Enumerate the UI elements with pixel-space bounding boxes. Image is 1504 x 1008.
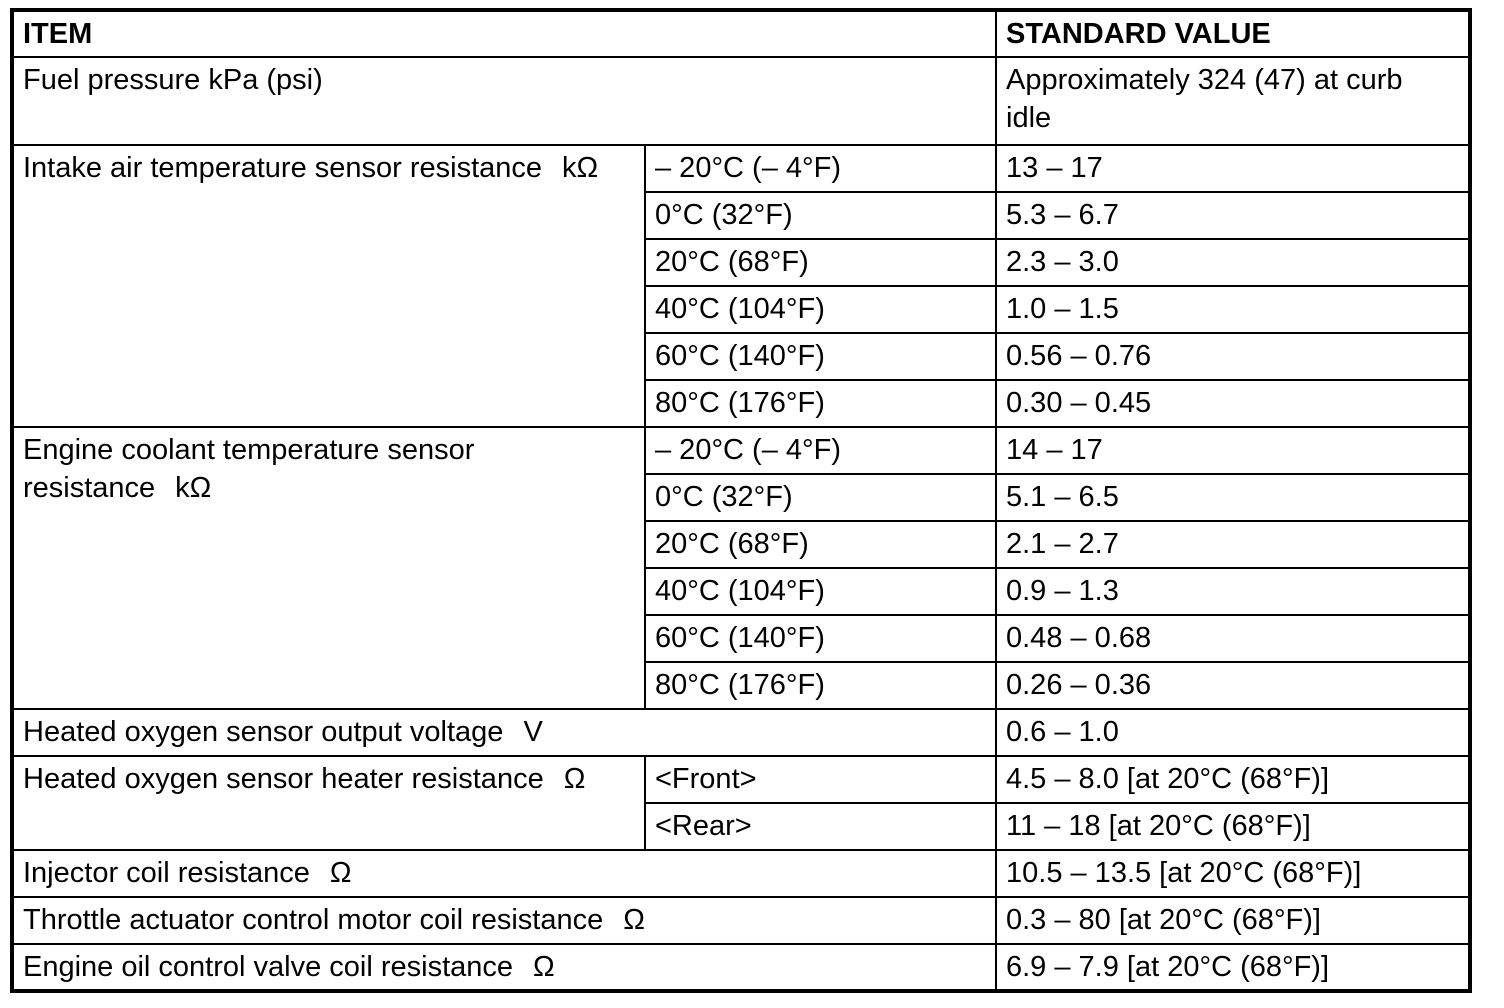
item-unit: Ω [563, 763, 586, 795]
item-cell: Throttle actuator control motor coil res… [11, 896, 997, 945]
table-row: 20°C (68°F) 2.3 – 3.0 [12, 238, 1471, 287]
value-cell: 1.0 – 1.5 [995, 285, 1471, 334]
table-row-throttle-actuator-motor-coil-resistance: Throttle actuator control motor coil res… [11, 896, 1471, 945]
table-row: 80°C (176°F) 0.26 – 0.36 [12, 661, 1471, 710]
table-row-injector-coil-resistance: Injector coil resistance Ω 10.5 – 13.5 [a… [11, 849, 1471, 898]
condition-cell: 60°C (140°F) [644, 332, 997, 381]
value-cell: 13 – 17 [995, 144, 1471, 193]
table-row: 0°C (32°F) 5.1 – 6.5 [12, 473, 1471, 522]
item-unit: kΩ [562, 152, 599, 184]
engine-service-specifications-table: ITEM STANDARD VALUE Fuel pressure kPa (p… [10, 8, 1472, 993]
item-label: Engine oil control valve coil resistance [23, 951, 514, 983]
item-unit: Ω [329, 857, 352, 889]
value-cell: 10.5 – 13.5 [at 20°C (68°F)] [995, 849, 1471, 898]
condition-cell: 20°C (68°F) [644, 520, 997, 569]
condition-cell: 0°C (32°F) [644, 473, 997, 522]
item-cell: Engine oil control valve coil resistance… [11, 943, 997, 992]
value-cell: 2.1 – 2.7 [995, 520, 1471, 569]
value-cell: 0.56 – 0.76 [995, 332, 1471, 381]
table-row: 20°C (68°F) 2.1 – 2.7 [12, 520, 1471, 569]
table-row-oxygen-sensor-output-voltage: Heated oxygen sensor output voltage V 0.6… [11, 708, 1471, 757]
table-row: <Rear> 11 – 18 [at 20°C (68°F)] [12, 802, 1471, 851]
value-cell: 2.3 – 3.0 [995, 238, 1471, 287]
condition-cell: – 20°C (– 4°F) [644, 426, 997, 475]
value-cell: 6.9 – 7.9 [at 20°C (68°F)] [995, 943, 1471, 992]
item-cell: Engine coolant temperature sensor resist… [11, 426, 646, 710]
condition-cell: <Rear> [644, 802, 997, 851]
value-cell: 0.9 – 1.3 [995, 567, 1471, 616]
value-cell: 14 – 17 [995, 426, 1471, 475]
table-row: 40°C (104°F) 0.9 – 1.3 [12, 567, 1471, 616]
standard-value-column-header: STANDARD VALUE [995, 9, 1471, 58]
condition-cell: 40°C (104°F) [644, 285, 997, 334]
item-unit: Ω [533, 951, 555, 983]
table-row: 60°C (140°F) 0.48 – 0.68 [12, 614, 1471, 663]
table-row: 40°C (104°F) 1.0 – 1.5 [12, 285, 1471, 334]
table-row-fuel-pressure: Fuel pressure kPa (psi) Approximately 32… [11, 56, 1471, 146]
condition-cell: <Front> [644, 755, 997, 804]
item-unit: V [523, 716, 543, 748]
item-label: Injector coil resistance [23, 857, 310, 889]
condition-cell: – 20°C (– 4°F) [644, 144, 997, 193]
condition-cell: 0°C (32°F) [644, 191, 997, 240]
value-cell: 11 – 18 [at 20°C (68°F)] [995, 802, 1471, 851]
item-cell: Heated oxygen sensor output voltage V [11, 708, 997, 757]
value-cell: Approximately 324 (47) at curb idle [995, 56, 1471, 146]
value-cell: 0.26 – 0.36 [995, 661, 1471, 710]
item-cell: Heated oxygen sensor heater resistance Ω [11, 755, 646, 851]
value-cell: 0.6 – 1.0 [995, 708, 1471, 757]
item-column-header: ITEM [11, 9, 997, 58]
value-cell: 0.3 – 80 [at 20°C (68°F)] [995, 896, 1471, 945]
table-row-engine-coolant-temp-sensor: Engine coolant temperature sensor resist… [11, 426, 1471, 710]
item-label: Heated oxygen sensor heater resistance [23, 763, 544, 795]
item-label: Intake air temperature sensor resistance [23, 152, 543, 184]
table-row: 80°C (176°F) 0.30 – 0.45 [12, 379, 1471, 428]
header-row: ITEM STANDARD VALUE [11, 9, 1471, 58]
condition-cell: 80°C (176°F) [644, 379, 997, 428]
table-row-oxygen-sensor-heater-resistance: Heated oxygen sensor heater resistance Ω … [11, 755, 1471, 851]
table-row: 0°C (32°F) 5.3 – 6.7 [12, 191, 1471, 240]
item-cell: Injector coil resistance Ω [11, 849, 997, 898]
value-cell: 0.30 – 0.45 [995, 379, 1471, 428]
item-cell: Fuel pressure kPa (psi) [11, 56, 997, 146]
condition-cell: 40°C (104°F) [644, 567, 997, 616]
item-unit: kΩ [175, 472, 212, 504]
value-cell: 5.3 – 6.7 [995, 191, 1471, 240]
table-row-engine-oil-control-valve-coil-resistance: Engine oil control valve coil resistance… [11, 943, 1471, 992]
condition-cell: 20°C (68°F) [644, 238, 997, 287]
item-label: Heated oxygen sensor output voltage [23, 716, 504, 748]
value-cell: 5.1 – 6.5 [995, 473, 1471, 522]
item-unit: Ω [623, 904, 645, 936]
item-label: Throttle actuator control motor coil res… [23, 904, 604, 936]
value-cell: 0.48 – 0.68 [995, 614, 1471, 663]
value-cell: 4.5 – 8.0 [at 20°C (68°F)] [995, 755, 1471, 804]
condition-cell: 80°C (176°F) [644, 661, 997, 710]
item-cell: Intake air temperature sensor resistance… [11, 144, 646, 428]
table-row: 60°C (140°F) 0.56 – 0.76 [12, 332, 1471, 381]
item-label: Engine coolant temperature sensor resist… [23, 434, 475, 504]
table-row-intake-air-temp-sensor: Intake air temperature sensor resistance… [11, 144, 1471, 428]
condition-cell: 60°C (140°F) [644, 614, 997, 663]
